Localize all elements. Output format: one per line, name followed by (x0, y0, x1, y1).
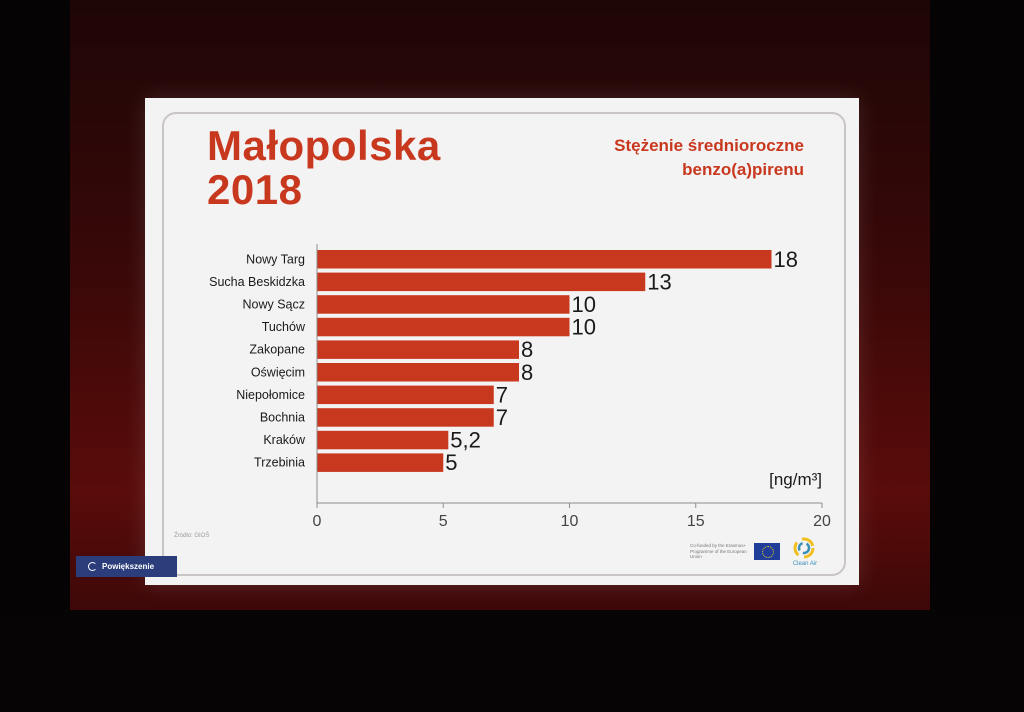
zoom-button[interactable]: Powiększenie (76, 556, 177, 577)
category-label-7: Bochnia (260, 410, 305, 424)
slide-frame (162, 112, 846, 576)
category-label-4: Zakopane (249, 343, 305, 357)
value-label-5: 8 (521, 360, 533, 385)
source-note: Źródło: GIOŚ (174, 533, 210, 539)
value-label-0: 18 (774, 247, 798, 272)
category-label-5: Oświęcim (251, 365, 305, 379)
eu-flag-icon (754, 543, 780, 560)
bar-4 (317, 340, 519, 359)
bar-2 (317, 295, 570, 314)
category-label-3: Tuchów (262, 320, 306, 334)
bar-6 (317, 385, 494, 405)
zoom-icon (88, 562, 97, 571)
title-line-1: Małopolska (207, 122, 441, 169)
value-label-3: 10 (572, 315, 596, 340)
bar-9 (317, 453, 444, 472)
category-label-2: Nowy Sącz (242, 297, 305, 311)
slide-subtitle: Stężenie średnioroczne benzo(a)pirenu (484, 134, 804, 182)
value-label-8: 5,2 (450, 428, 481, 453)
unit-label: [ng/m³] (769, 470, 822, 489)
value-label-2: 10 (572, 292, 596, 317)
category-label-8: Kraków (263, 433, 306, 447)
category-label-9: Trzebinia (254, 456, 305, 470)
value-label-7: 7 (496, 405, 508, 430)
subtitle-line-1: Stężenie średnioroczne (614, 136, 804, 155)
x-tick-label-3: 15 (687, 513, 705, 530)
category-label-1: Sucha Beskidzka (209, 275, 305, 289)
subtitle-line-2: benzo(a)pirenu (682, 160, 804, 179)
bar-7 (317, 408, 494, 427)
title-line-2: 2018 (207, 166, 303, 213)
bar-8 (317, 430, 449, 450)
zoom-button-label: Powiększenie (102, 562, 155, 571)
bar-0 (317, 250, 772, 269)
bar-3 (317, 317, 570, 337)
erasmus-fund-text: Co-funded by the Erasmus+ Programme of t… (690, 543, 747, 559)
value-label-9: 5 (445, 450, 457, 475)
category-label-6: Niepołomice (236, 388, 305, 402)
bar-1 (317, 272, 646, 292)
clean-air-logo-text: Clean Air (792, 561, 818, 567)
bar-5 (317, 363, 519, 382)
value-label-4: 8 (521, 337, 533, 362)
clean-air-logo-icon (793, 537, 815, 559)
x-tick-label-2: 10 (561, 513, 579, 530)
x-tick-label-4: 20 (813, 513, 831, 530)
slide-title: Małopolska 2018 (207, 124, 441, 212)
value-label-6: 7 (496, 382, 508, 407)
dark-floor (0, 610, 1024, 712)
value-label-1: 13 (647, 269, 671, 294)
category-label-0: Nowy Targ (246, 252, 305, 266)
x-tick-label-1: 5 (439, 513, 448, 530)
x-tick-label-0: 0 (313, 513, 322, 530)
